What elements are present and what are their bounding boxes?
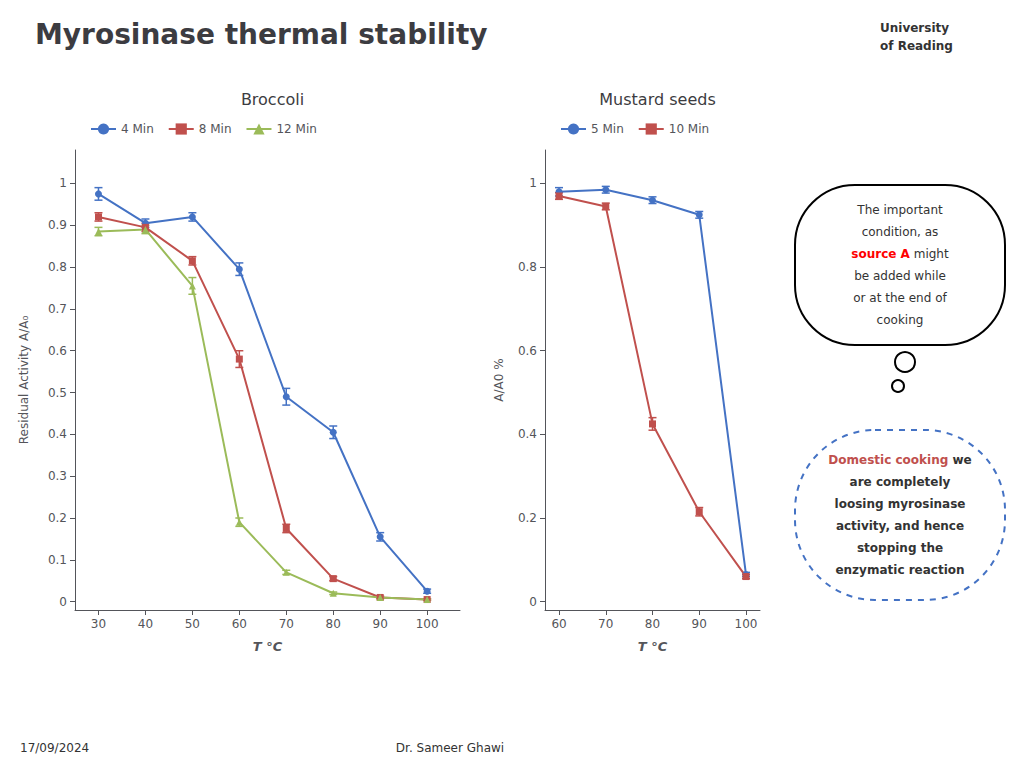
svg-text:4 Min: 4 Min xyxy=(121,122,154,136)
svg-text:University: University xyxy=(880,21,949,35)
svg-text:source A: source A xyxy=(851,247,910,261)
svg-text:90: 90 xyxy=(692,617,707,631)
svg-text:40: 40 xyxy=(138,617,153,631)
svg-text:90: 90 xyxy=(373,617,388,631)
svg-text:0.6: 0.6 xyxy=(48,344,67,358)
svg-text:stopping the: stopping the xyxy=(857,541,943,555)
svg-text:0.8: 0.8 xyxy=(518,260,537,274)
svg-text:0: 0 xyxy=(529,595,537,609)
svg-text:activity, and hence: activity, and hence xyxy=(836,519,964,533)
svg-text:10 Min: 10 Min xyxy=(669,122,709,136)
svg-text:The important: The important xyxy=(856,203,943,217)
svg-text:Mustard seeds: Mustard seeds xyxy=(599,90,715,109)
svg-text:100: 100 xyxy=(416,617,439,631)
svg-text:are completely: are completely xyxy=(850,475,951,489)
svg-text:0.9: 0.9 xyxy=(48,218,67,232)
svg-text:70: 70 xyxy=(279,617,294,631)
svg-text:0.3: 0.3 xyxy=(48,469,67,483)
svg-text:17/09/2024: 17/09/2024 xyxy=(20,741,89,755)
svg-text:of Reading: of Reading xyxy=(880,39,953,53)
svg-text:might: might xyxy=(914,247,949,261)
svg-text:0: 0 xyxy=(59,595,67,609)
svg-text:loosing myrosinase: loosing myrosinase xyxy=(835,497,966,511)
svg-text:30: 30 xyxy=(91,617,106,631)
svg-text:0.1: 0.1 xyxy=(48,553,67,567)
svg-text:0.2: 0.2 xyxy=(48,511,67,525)
svg-text:T °C: T °C xyxy=(638,639,668,654)
svg-text:0.7: 0.7 xyxy=(48,302,67,316)
svg-text:1: 1 xyxy=(59,176,67,190)
svg-text:8 Min: 8 Min xyxy=(199,122,232,136)
svg-text:or at the end of: or at the end of xyxy=(853,291,947,305)
svg-text:Myrosinase thermal stability: Myrosinase thermal stability xyxy=(35,18,488,51)
svg-text:1: 1 xyxy=(529,176,537,190)
svg-text:0.5: 0.5 xyxy=(48,386,67,400)
svg-text:Domestic cooking: Domestic cooking xyxy=(828,453,948,467)
svg-text:50: 50 xyxy=(185,617,200,631)
svg-text:70: 70 xyxy=(598,617,613,631)
svg-text:100: 100 xyxy=(735,617,758,631)
svg-text:0.4: 0.4 xyxy=(48,427,67,441)
svg-text:0.4: 0.4 xyxy=(518,427,537,441)
svg-text:Broccoli: Broccoli xyxy=(241,90,304,109)
svg-text:enzymatic reaction: enzymatic reaction xyxy=(835,563,964,577)
svg-text:A/A0 %: A/A0 % xyxy=(492,358,506,401)
svg-text:80: 80 xyxy=(326,617,341,631)
svg-text:0.2: 0.2 xyxy=(518,511,537,525)
svg-text:80: 80 xyxy=(645,617,660,631)
svg-text:condition, as: condition, as xyxy=(862,225,939,239)
svg-text:Dr. Sameer Ghawi: Dr. Sameer Ghawi xyxy=(396,741,504,755)
svg-text:be added while: be added while xyxy=(854,269,946,283)
svg-text:Residual Activity A/A₀: Residual Activity A/A₀ xyxy=(17,316,31,445)
svg-text:cooking: cooking xyxy=(877,313,924,327)
svg-text:T °C: T °C xyxy=(253,639,283,654)
svg-text:0.8: 0.8 xyxy=(48,260,67,274)
svg-text:12 Min: 12 Min xyxy=(276,122,316,136)
svg-text:0.6: 0.6 xyxy=(518,344,537,358)
svg-text:60: 60 xyxy=(232,617,247,631)
svg-text:we: we xyxy=(952,453,971,467)
svg-text:60: 60 xyxy=(551,617,566,631)
svg-text:5 Min: 5 Min xyxy=(591,122,624,136)
